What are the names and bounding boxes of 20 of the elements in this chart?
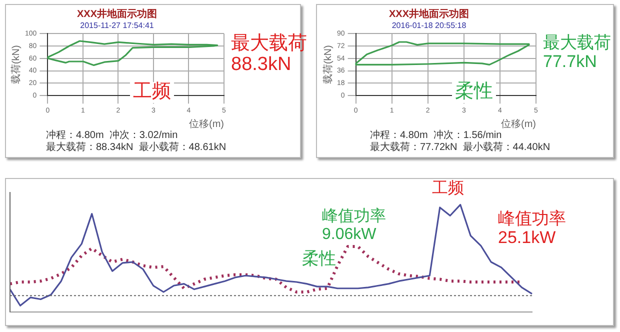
chart-subtitle: 2015-11-27 17:54:41: [80, 21, 154, 30]
text: 最大载荷：77.72kN 最小载荷：44.40kN: [370, 142, 550, 153]
text: 最大载荷 88.3kN: [231, 33, 307, 76]
text: 工频: [432, 180, 464, 198]
text: 最大载荷 77.7kN: [543, 33, 611, 72]
y-axis-title: 载荷(kN): [10, 45, 22, 84]
text: 冲程：4.80m 冲次：3.02/min: [46, 130, 178, 141]
annotation: 柔性: [452, 81, 496, 103]
annotation: 工频: [130, 81, 174, 103]
annotation: 峰值功率 25.1kW: [498, 209, 566, 248]
text: 最大载荷：88.34kN 最小载荷：48.61kN: [46, 142, 226, 153]
chart-title: XXX井地面示功图: [388, 8, 470, 20]
x-axis-title: 位移(m): [501, 118, 536, 130]
annotation: 柔性: [302, 249, 336, 269]
text: 冲程：4.80m 冲次：1.56/min: [370, 130, 502, 141]
annotation: 峰值功率 9.06kW: [322, 208, 386, 244]
x-axis-title: 位移(m): [189, 118, 224, 130]
y-axis-title: 载荷(kN): [322, 45, 334, 84]
chart-title: XXX井地面示功图: [76, 8, 158, 20]
chart-subtitle: 2016-01-18 20:55:18: [392, 21, 467, 30]
